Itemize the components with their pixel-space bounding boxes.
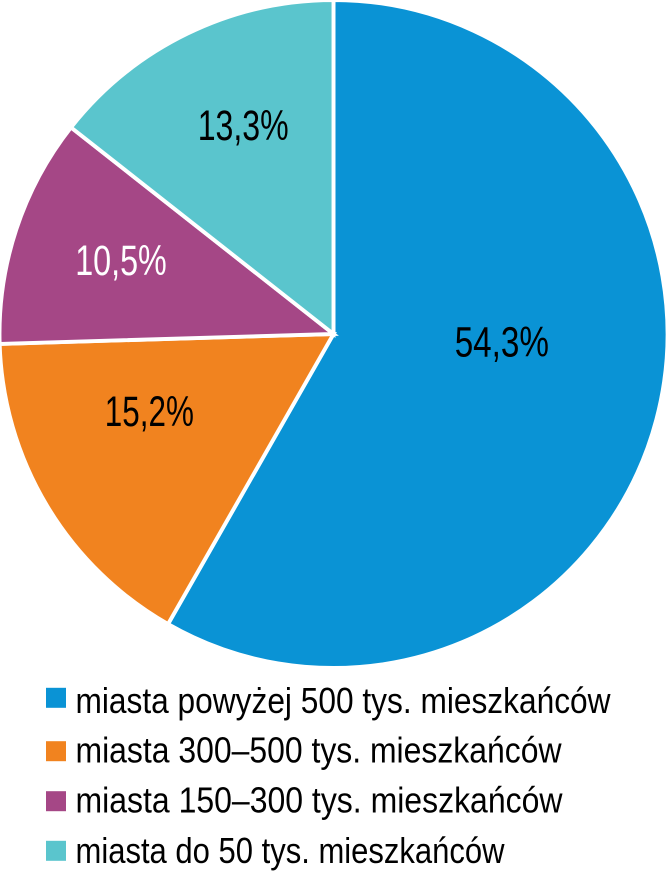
svg-text:54,3%: 54,3% (455, 318, 549, 366)
svg-text:10,5%: 10,5% (75, 237, 167, 285)
svg-text:miasta do 50 tys. mieszkańców: miasta do 50 tys. mieszkańców (76, 830, 506, 871)
svg-text:miasta 300–500 tys. mieszkańcó: miasta 300–500 tys. mieszkańców (76, 730, 563, 771)
svg-text:15,2%: 15,2% (105, 388, 194, 436)
svg-text:miasta powyżej 500 tys. mieszk: miasta powyżej 500 tys. mieszkańców (76, 680, 612, 721)
svg-text:13,3%: 13,3% (198, 102, 289, 150)
svg-text:miasta 150–300 tys. mieszkańcó: miasta 150–300 tys. mieszkańców (76, 780, 564, 821)
